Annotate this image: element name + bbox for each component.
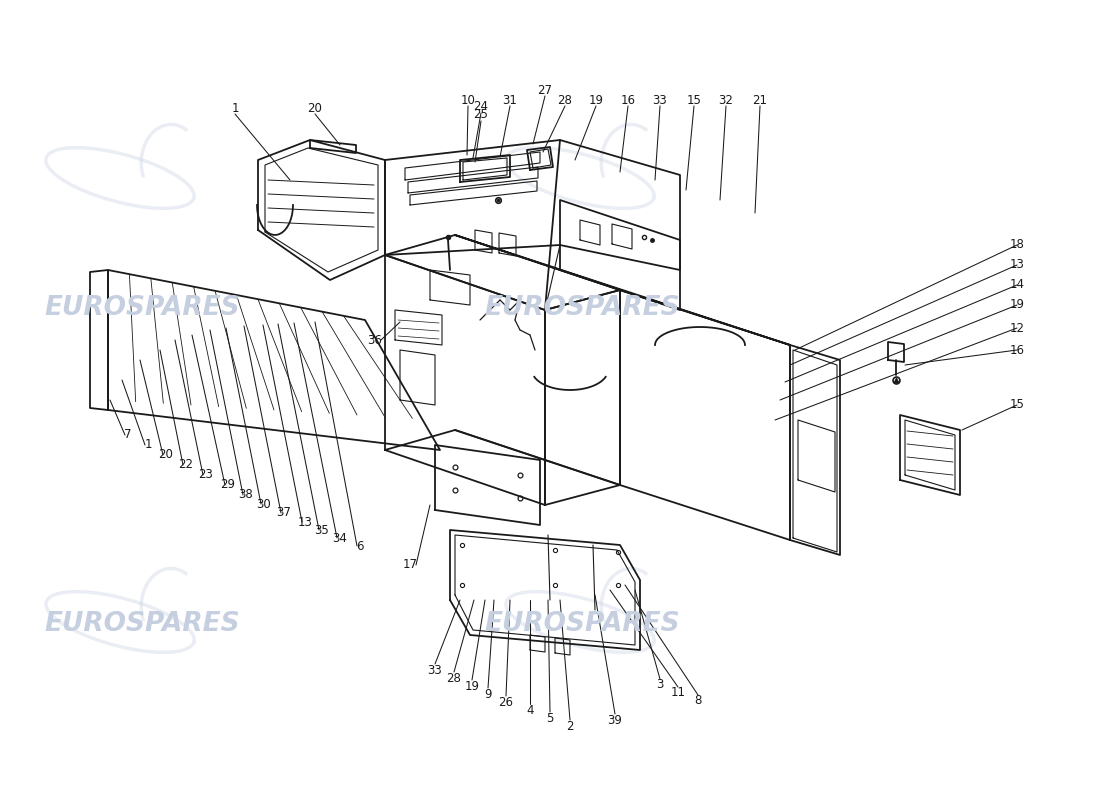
Text: 28: 28	[447, 671, 461, 685]
Text: 28: 28	[558, 94, 572, 106]
Text: 9: 9	[484, 687, 492, 701]
Text: 32: 32	[718, 94, 734, 106]
Text: 29: 29	[220, 478, 235, 491]
Text: 33: 33	[652, 94, 668, 106]
Text: 12: 12	[1010, 322, 1025, 334]
Text: 4: 4	[526, 703, 534, 717]
Text: 27: 27	[538, 83, 552, 97]
Text: 15: 15	[1010, 398, 1025, 411]
Text: 18: 18	[1010, 238, 1025, 251]
Text: 13: 13	[1010, 258, 1025, 271]
Text: 3: 3	[657, 678, 663, 691]
Text: 16: 16	[1010, 343, 1025, 357]
Text: 38: 38	[239, 489, 253, 502]
Text: 34: 34	[332, 531, 348, 545]
Text: 19: 19	[588, 94, 604, 106]
Text: EUROSPARES: EUROSPARES	[484, 611, 680, 637]
Text: 33: 33	[428, 663, 442, 677]
Text: EUROSPARES: EUROSPARES	[44, 611, 240, 637]
Text: 1: 1	[144, 438, 152, 451]
Text: 22: 22	[178, 458, 194, 471]
Text: 6: 6	[356, 539, 364, 553]
Text: 14: 14	[1010, 278, 1025, 291]
Text: EUROSPARES: EUROSPARES	[484, 295, 680, 321]
Text: 36: 36	[367, 334, 383, 346]
Text: 16: 16	[620, 94, 636, 106]
Text: 30: 30	[256, 498, 272, 510]
Text: 10: 10	[461, 94, 475, 106]
Text: 25: 25	[474, 109, 488, 122]
Text: 15: 15	[686, 94, 702, 106]
Text: 23: 23	[199, 469, 213, 482]
Text: 13: 13	[298, 515, 312, 529]
Text: 39: 39	[607, 714, 623, 726]
Text: 2: 2	[566, 719, 574, 733]
Text: 24: 24	[473, 101, 488, 114]
Text: 37: 37	[276, 506, 292, 519]
Text: 7: 7	[124, 429, 132, 442]
Text: 5: 5	[547, 711, 553, 725]
Text: 11: 11	[671, 686, 685, 699]
Text: 17: 17	[403, 558, 418, 571]
Text: 31: 31	[503, 94, 517, 106]
Text: 21: 21	[752, 94, 768, 106]
Text: 26: 26	[498, 695, 514, 709]
Text: 1: 1	[231, 102, 239, 114]
Text: 19: 19	[464, 679, 480, 693]
Text: EUROSPARES: EUROSPARES	[44, 295, 240, 321]
Text: 35: 35	[315, 523, 329, 537]
Text: 20: 20	[158, 449, 174, 462]
Text: 19: 19	[1010, 298, 1025, 311]
Text: 20: 20	[308, 102, 322, 114]
Text: 8: 8	[694, 694, 702, 707]
